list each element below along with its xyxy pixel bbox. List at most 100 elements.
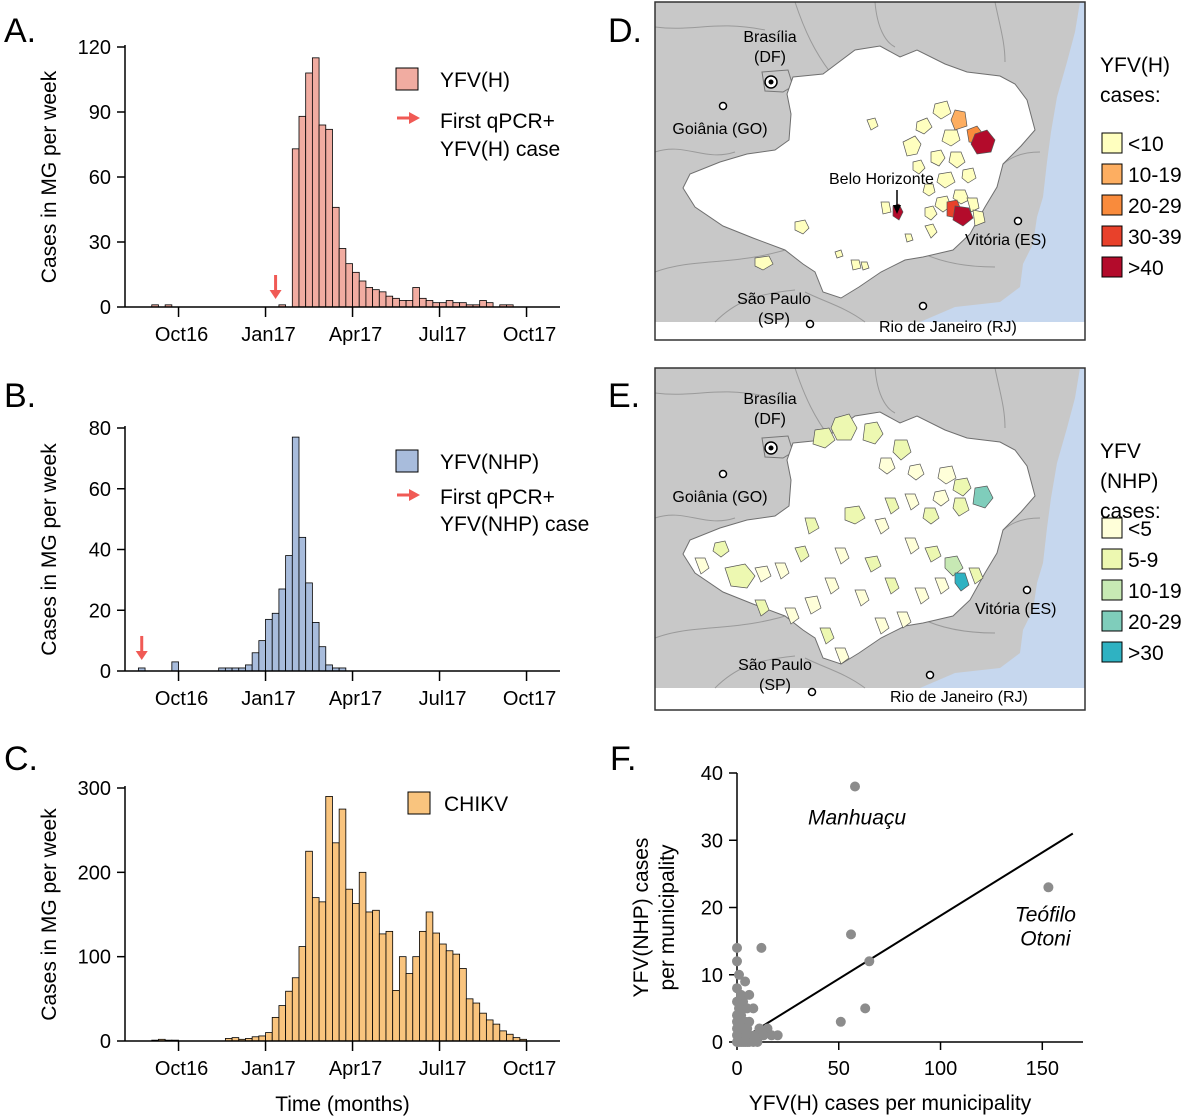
map-d-legend-title-0: YFV(H): [1100, 54, 1170, 77]
y-tick-label-a-120: 120: [78, 37, 111, 59]
scatter-point-4: [835, 1016, 846, 1027]
bar-c-40: [392, 990, 400, 1042]
panel-label-f: F.: [610, 740, 636, 778]
map-yfv-nhp: Brasília (DF) Goiânia (GO) Vitória (ES) …: [654, 367, 1086, 711]
bar-a-32: [338, 248, 347, 308]
bar-c-44: [419, 930, 427, 1042]
bar-b-29: [318, 646, 327, 672]
y-axis-label-a: Cases in MG per week: [38, 70, 61, 283]
legend-a-swatch: [395, 67, 419, 91]
x-tick-label-b-Oct16: Oct16: [155, 688, 208, 710]
map-e-legend-label-2: 10-19: [1128, 580, 1182, 603]
scatter-point-48: [754, 1023, 765, 1034]
bar-a-40: [392, 297, 400, 308]
bar-b-21: [265, 618, 273, 672]
scatter-point-9: [734, 969, 744, 980]
bar-a-41: [398, 300, 407, 308]
bar-c-33: [345, 888, 353, 1042]
scatter-point-7: [732, 942, 742, 953]
bar-a-36: [365, 287, 374, 308]
legend-b-series: YFV(NHP): [440, 451, 539, 474]
legend-c-swatch: [407, 791, 431, 815]
x-tick-label-b-Jul17: Jul17: [419, 688, 467, 710]
map-d-legend-swatch-4: [1101, 256, 1123, 278]
map-d-legend-label-0: <10: [1128, 133, 1164, 156]
map-e-goiania: Goiânia (GO): [672, 489, 767, 506]
bar-c-51: [465, 998, 474, 1042]
bar-a-43: [412, 287, 420, 308]
bar-c-55: [492, 1023, 501, 1042]
y-tick-label-a-90: 90: [89, 102, 111, 124]
map-e-legend-swatch-4: [1101, 641, 1123, 663]
scatter-annotation-otoni: Otoni: [1020, 927, 1072, 950]
bar-c-42: [405, 973, 414, 1042]
x-tick-label-a-Oct16: Oct16: [155, 324, 208, 346]
bar-c-25: [291, 977, 300, 1042]
map-d-legend-label-3: 30-39: [1128, 226, 1182, 249]
scatter-point-46: [772, 1030, 783, 1041]
bar-c-50: [459, 968, 467, 1042]
bar-c-24: [285, 990, 293, 1042]
bar-a-28: [311, 57, 320, 308]
panel-label-c: C.: [4, 740, 38, 778]
map-e-legend-label-4: >30: [1128, 642, 1164, 665]
map-d-vitoria: Vitória (ES): [965, 232, 1047, 249]
legend-a-first-case-2: YFV(H) case: [440, 138, 560, 161]
bar-c-47: [439, 943, 447, 1042]
scatter-y-tick-label-20: 20: [701, 898, 723, 920]
map-e-legend-title-2: cases:: [1100, 500, 1161, 523]
bar-c-53: [479, 1012, 487, 1042]
bar-b-25: [291, 436, 300, 672]
legend-b-arrowhead: [409, 489, 420, 501]
map-d-sao-paulo: São Paulo: [737, 291, 811, 308]
bar-a-39: [385, 295, 394, 308]
bar-b-27: [305, 582, 313, 672]
map-e-legend-title-0: YFV: [1100, 440, 1141, 463]
scatter-point-6: [756, 942, 767, 953]
x-axis-label-c: Time (months): [275, 1093, 410, 1116]
scatter-annotation-manhuacu: Manhuaçu: [808, 806, 906, 829]
chart-yfv-human: 0 30 60 90 120 Oct16 Jan17 Apr17 Jul17 Oct17 Cases…: [38, 37, 560, 346]
bar-c-36: [365, 911, 374, 1042]
map-e-legend-title-1: (NHP): [1100, 470, 1158, 493]
bar-c-54: [485, 1019, 494, 1042]
map-e-legend-swatch-2: [1101, 579, 1123, 601]
bar-c-35: [358, 871, 367, 1042]
map-e-sao-paulo-state: (SP): [759, 677, 791, 694]
bar-c-41: [398, 956, 407, 1042]
map-yfv-human: Brasília (DF) Goiânia (GO) Belo Horizont…: [654, 1, 1086, 341]
scatter-point-47: [752, 1037, 763, 1047]
scatter-point-5: [860, 1003, 871, 1014]
map-e-legend-swatch-1: [1101, 548, 1123, 570]
map-d-sao-paulo-state: (SP): [758, 311, 790, 328]
bar-c-48: [445, 950, 454, 1042]
scatter-point-18: [742, 1003, 753, 1014]
scatter-x-tick-label-0: 0: [731, 1058, 742, 1080]
y-tick-label-c-100: 100: [78, 947, 111, 969]
bar-c-20: [258, 1035, 266, 1042]
scatter-point-17: [732, 996, 742, 1007]
y-axis-label-c: Cases in MG per week: [38, 808, 61, 1021]
x-tick-label-b-Apr17: Apr17: [329, 688, 382, 710]
map-d-brasilia-state: (DF): [754, 49, 786, 66]
bar-c-23: [278, 1005, 287, 1042]
bar-b-7: [171, 661, 179, 672]
bar-b-26: [298, 536, 307, 672]
bar-c-49: [452, 953, 461, 1042]
scatter-point-13: [744, 989, 755, 1000]
y-tick-label-c-300: 300: [78, 778, 111, 800]
scatter-point-0: [850, 781, 860, 792]
bar-a-53: [479, 300, 487, 308]
bar-a-37: [372, 289, 380, 308]
y-tick-label-b-60: 60: [89, 479, 111, 501]
scatter-point-42: [734, 1023, 744, 1034]
map-d-legend-label-1: 10-19: [1128, 164, 1182, 187]
bar-c-52: [472, 1002, 481, 1042]
scatter-x-tick-label-100: 100: [924, 1058, 957, 1080]
scatter-y-tick-label-10: 10: [701, 965, 723, 987]
scatter-point-12: [740, 976, 751, 987]
x-tick-label-a-Jan17: Jan17: [241, 324, 296, 346]
bar-c-34: [352, 903, 360, 1042]
bar-b-30: [325, 664, 333, 672]
y-tick-label-b-0: 0: [100, 661, 111, 683]
